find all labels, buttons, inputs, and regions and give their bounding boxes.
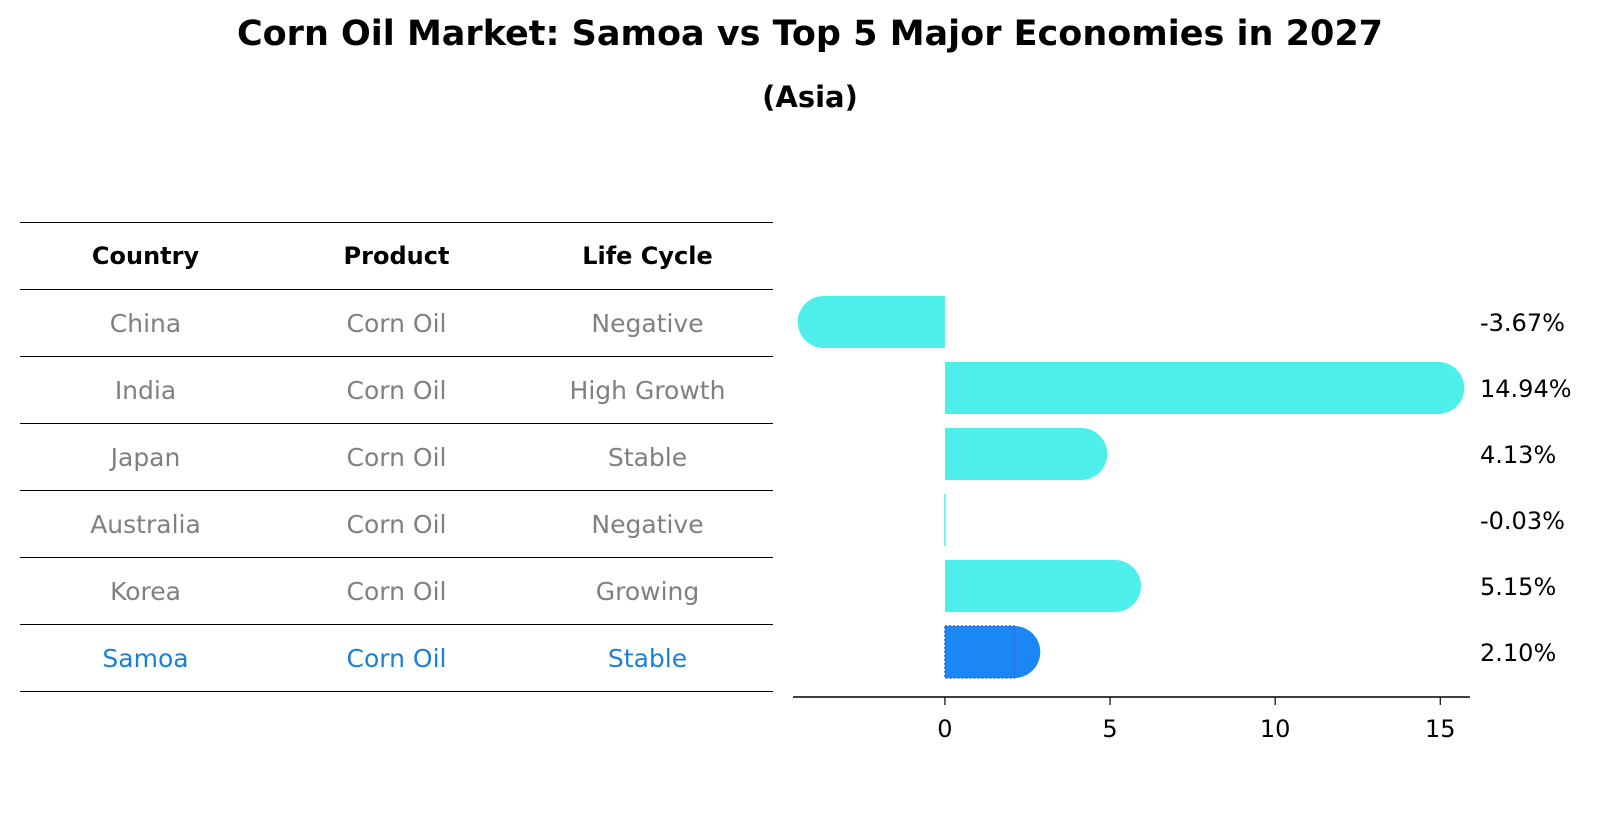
bar xyxy=(944,494,946,546)
data-label: 2.10% xyxy=(1480,639,1556,667)
cell-country: Australia xyxy=(20,490,271,558)
bar xyxy=(944,626,1041,678)
cell-country: Samoa xyxy=(20,624,271,692)
cell-country: China xyxy=(20,289,271,357)
data-label: 14.94% xyxy=(1480,375,1572,403)
cell-product: Corn Oil xyxy=(271,624,522,692)
cell-country: Japan xyxy=(20,423,271,491)
cell-life-cycle: Growing xyxy=(522,557,773,625)
bar xyxy=(944,560,1141,612)
data-label: -3.67% xyxy=(1480,309,1565,337)
data-label: 5.15% xyxy=(1480,573,1556,601)
table-row: Japan Corn Oil Stable xyxy=(20,423,773,491)
cell-life-cycle: Stable xyxy=(522,423,773,491)
cell-product: Corn Oil xyxy=(271,356,522,424)
table-row: Korea Corn Oil Growing xyxy=(20,557,773,625)
cell-product: Corn Oil xyxy=(271,289,522,357)
data-label: 4.13% xyxy=(1480,441,1556,469)
x-tick-label: 10 xyxy=(1260,715,1291,743)
chart-title: Corn Oil Market: Samoa vs Top 5 Major Ec… xyxy=(236,14,1384,54)
x-tick-label: 0 xyxy=(937,715,952,743)
chart-subtitle: (Asia) xyxy=(762,80,858,114)
header-life-cycle: Life Cycle xyxy=(522,222,773,290)
bar-highlight-outline xyxy=(944,625,1016,679)
cell-product: Corn Oil xyxy=(271,490,522,558)
cell-life-cycle: Negative xyxy=(522,490,773,558)
cell-product: Corn Oil xyxy=(271,423,522,491)
bar xyxy=(944,428,1108,480)
table-row: Australia Corn Oil Negative xyxy=(20,490,773,558)
cell-country: India xyxy=(20,356,271,424)
table-row: China Corn Oil Negative xyxy=(20,289,773,357)
data-label: -0.03% xyxy=(1480,507,1565,535)
cell-product: Corn Oil xyxy=(271,557,522,625)
table-row-highlight: Samoa Corn Oil Stable xyxy=(20,624,773,692)
cell-life-cycle: Stable xyxy=(522,624,773,692)
table-row: India Corn Oil High Growth xyxy=(20,356,773,424)
bar xyxy=(797,296,945,348)
cell-country: Korea xyxy=(20,557,271,625)
x-tick-label: 5 xyxy=(1102,715,1117,743)
x-tick-label: 15 xyxy=(1425,715,1456,743)
table-header-row: Country Product Life Cycle xyxy=(20,222,773,290)
header-product: Product xyxy=(271,222,522,290)
cell-life-cycle: High Growth xyxy=(522,356,773,424)
cell-life-cycle: Negative xyxy=(522,289,773,357)
market-table: Country Product Life Cycle China Corn Oi… xyxy=(20,222,773,692)
bar xyxy=(944,362,1465,414)
header-country: Country xyxy=(20,222,271,290)
